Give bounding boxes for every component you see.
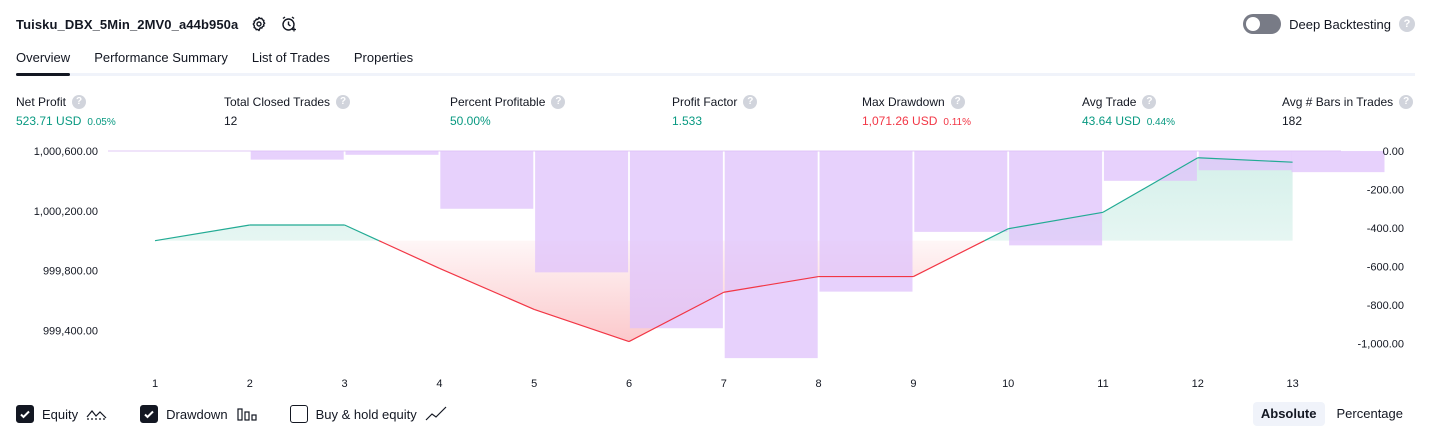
metric-value: 50.00% — [450, 114, 491, 128]
x-axis-tick-label: 3 — [342, 378, 348, 390]
metric-label: Total Closed Trades — [224, 95, 330, 109]
help-icon[interactable]: ? — [1399, 95, 1413, 109]
metric-value: 523.71 USD — [16, 114, 81, 128]
metric-label: Profit Factor — [672, 95, 737, 109]
metric-percent: 0.44% — [1147, 117, 1175, 128]
right-axis-tick-label: -200.00 — [1367, 185, 1404, 197]
left-axis-tick-label: 1,000,600.00 — [34, 146, 98, 158]
legend-drawdown[interactable]: Drawdown — [140, 405, 257, 423]
drawdown-bar — [440, 151, 533, 209]
x-axis-tick-label: 6 — [626, 378, 632, 390]
metric-value: 182 — [1282, 114, 1302, 128]
x-axis-tick-label: 2 — [247, 378, 253, 390]
drawdown-label: Drawdown — [166, 407, 227, 422]
metric-label: Max Drawdown — [862, 95, 945, 109]
help-icon[interactable]: ? — [743, 95, 757, 109]
chart-legend: Equity Drawdown Buy & hold equity — [16, 403, 479, 425]
help-icon[interactable]: ? — [551, 95, 565, 109]
drawdown-checkbox[interactable] — [140, 405, 158, 423]
metric-percent: 0.05% — [87, 117, 115, 128]
drawdown-bar — [1292, 151, 1385, 172]
metric-max-drawdown: Max Drawdown? 1,071.26 USD 0.11% — [862, 93, 971, 130]
left-axis-tick-label: 999,400.00 — [43, 325, 98, 337]
metric-value: 12 — [224, 114, 237, 128]
tab-list-of-trades[interactable]: List of Trades — [252, 44, 330, 76]
metric-label: Percent Profitable — [450, 95, 545, 109]
deep-backtesting-label: Deep Backtesting — [1289, 17, 1391, 32]
equity-loss-area — [155, 241, 1293, 342]
x-axis-tick-label: 12 — [1192, 378, 1204, 390]
drawdown-bar — [820, 151, 913, 292]
drawdown-bar — [346, 151, 439, 155]
x-axis-tick-label: 5 — [531, 378, 537, 390]
deep-backtesting-toggle[interactable] — [1243, 14, 1281, 34]
metric-avg-bars: Avg # Bars in Trades? 182 — [1282, 93, 1413, 130]
x-axis-tick-label: 4 — [436, 378, 442, 390]
drawdown-bar — [1009, 151, 1102, 245]
tab-performance-summary[interactable]: Performance Summary — [94, 44, 228, 76]
x-axis-tick-label: 9 — [910, 378, 916, 390]
right-axis-tick-label: -600.00 — [1367, 262, 1404, 274]
drawdown-bars-icon — [236, 406, 258, 422]
metric-avg-trade: Avg Trade? 43.64 USD 0.44% — [1082, 93, 1175, 130]
metric-label: Net Profit — [16, 95, 66, 109]
buy-hold-checkbox[interactable] — [290, 405, 308, 423]
x-axis-tick-label: 8 — [816, 378, 822, 390]
drawdown-bar — [251, 151, 344, 160]
help-icon[interactable]: ? — [72, 95, 86, 109]
drawdown-bar — [725, 151, 818, 358]
x-axis-tick-label: 13 — [1286, 378, 1298, 390]
deep-backtesting-control: Deep Backtesting ? — [1243, 13, 1415, 35]
drawdown-bar — [535, 151, 628, 272]
metric-net-profit: Net Profit? 523.71 USD 0.05% — [16, 93, 116, 130]
strategy-header: Tuisku_DBX_5Min_2MV0_a44b950a — [16, 13, 298, 35]
drawdown-bar — [1199, 151, 1292, 170]
right-axis-tick-label: 0.00 — [1383, 146, 1404, 158]
equity-checkbox[interactable] — [16, 405, 34, 423]
x-axis-tick-label: 10 — [1002, 378, 1014, 390]
report-tabs: Overview Performance Summary List of Tra… — [16, 44, 413, 76]
right-axis-tick-label: -1,000.00 — [1358, 339, 1404, 351]
metric-total-closed-trades: Total Closed Trades? 12 — [224, 93, 350, 130]
percentage-button[interactable]: Percentage — [1329, 402, 1412, 426]
x-axis-tick-label: 11 — [1097, 378, 1108, 390]
equity-drawdown-chart[interactable]: 1,000,600.00 1,000,200.00 999,800.00 999,40… — [0, 138, 1431, 400]
left-axis-tick-label: 1,000,200.00 — [34, 206, 98, 218]
metric-label: Avg Trade — [1082, 95, 1136, 109]
metric-percent-profitable: Percent Profitable? 50.00% — [450, 93, 565, 130]
metric-value: 1,071.26 USD — [862, 114, 937, 128]
buy-hold-label: Buy & hold equity — [316, 407, 417, 422]
strategy-title: Tuisku_DBX_5Min_2MV0_a44b950a — [16, 17, 238, 32]
help-icon[interactable]: ? — [336, 95, 350, 109]
metric-value: 43.64 USD — [1082, 114, 1141, 128]
add-alert-clock-icon[interactable] — [280, 15, 298, 33]
drawdown-bar — [630, 151, 723, 328]
drawdown-bar — [914, 151, 1007, 232]
right-axis-tick-label: -800.00 — [1367, 300, 1404, 312]
value-mode-switch: Absolute Percentage — [1253, 402, 1411, 426]
x-axis-tick-label: 7 — [721, 378, 727, 390]
metric-percent: 0.11% — [943, 117, 971, 128]
metric-value: 1.533 — [672, 114, 702, 128]
legend-equity[interactable]: Equity — [16, 405, 108, 423]
buy-hold-line-icon — [425, 406, 447, 422]
settings-icon[interactable] — [250, 15, 268, 33]
tab-properties[interactable]: Properties — [354, 44, 413, 76]
left-axis-tick-label: 999,800.00 — [43, 266, 98, 278]
tab-overview[interactable]: Overview — [16, 44, 70, 76]
help-icon[interactable]: ? — [1142, 95, 1156, 109]
equity-label: Equity — [42, 407, 78, 422]
right-axis-tick-label: -400.00 — [1367, 223, 1404, 235]
help-icon[interactable]: ? — [1399, 16, 1415, 32]
x-axis-tick-label: 1 — [152, 378, 158, 390]
help-icon[interactable]: ? — [951, 95, 965, 109]
equity-line-icon — [86, 406, 108, 422]
legend-buy-hold[interactable]: Buy & hold equity — [290, 405, 447, 423]
absolute-button[interactable]: Absolute — [1253, 402, 1325, 426]
metric-label: Avg # Bars in Trades — [1282, 95, 1393, 109]
metric-profit-factor: Profit Factor? 1.533 — [672, 93, 757, 130]
